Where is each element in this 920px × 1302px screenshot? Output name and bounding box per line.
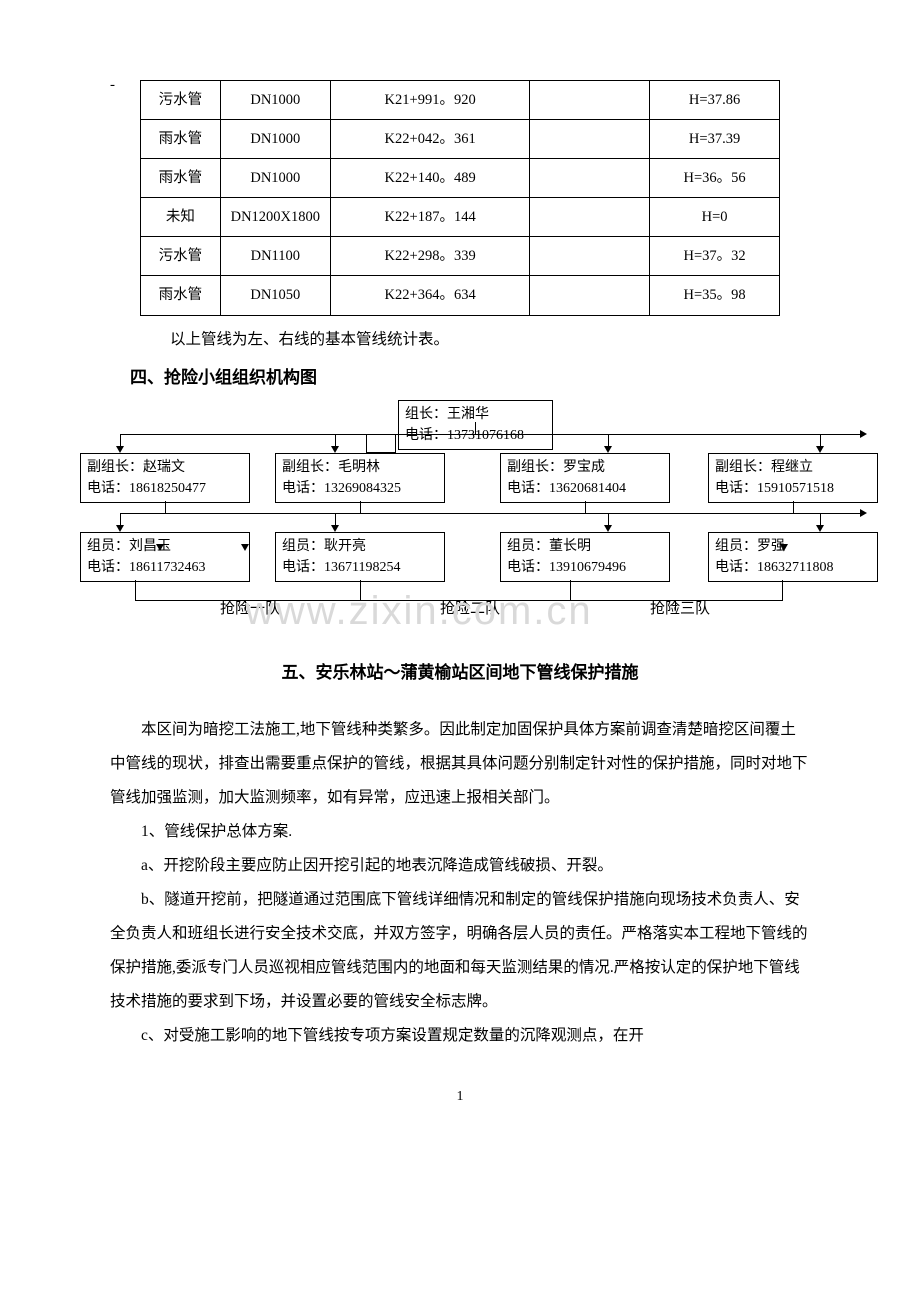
table-cell: H=37.86 bbox=[650, 81, 780, 120]
org-member3-l1: 组员：罗强 bbox=[715, 539, 785, 554]
table-cell bbox=[530, 237, 650, 276]
org-chart: 组长：王湘华 电话：13731076168 副组长：赵瑞文 电话：1861825… bbox=[80, 400, 860, 640]
table-cell: H=37.39 bbox=[650, 120, 780, 159]
table-cell: H=37。32 bbox=[650, 237, 780, 276]
body-p4: c、对受施工影响的地下管线按专项方案设置规定数量的沉降观测点，在开 bbox=[110, 1019, 810, 1053]
org-member-box-1: 组员：耿开亮 电话：13671198254 bbox=[275, 532, 445, 582]
org-deputy2-l2: 电话：13620681404 bbox=[507, 481, 626, 496]
body-text: 本区间为暗挖工法施工,地下管线种类繁多。因此制定加固保护具体方案前调查清楚暗挖区… bbox=[110, 713, 810, 1054]
section4-title: 四、抢险小组组织机构图 bbox=[130, 363, 820, 394]
org-deputy-box-1: 副组长：毛明林 电话：13269084325 bbox=[275, 453, 445, 503]
table-cell: K22+364。634 bbox=[330, 276, 530, 315]
table-cell: 污水管 bbox=[141, 81, 221, 120]
section5-title: 五、安乐林站～蒲黄榆站区间地下管线保护措施 bbox=[100, 658, 820, 689]
table-cell: DN1000 bbox=[220, 81, 330, 120]
table-row: 雨水管DN1000K22+140。489 H=36。56 bbox=[141, 159, 780, 198]
table-cell: 雨水管 bbox=[141, 276, 221, 315]
table-cell: H=36。56 bbox=[650, 159, 780, 198]
table-row: 未知DN1200X1800K22+187。144 H=0 bbox=[141, 198, 780, 237]
table-cell: K22+140。489 bbox=[330, 159, 530, 198]
table-cell: 未知 bbox=[141, 198, 221, 237]
table-row: 污水管DN1000K21+991。920 H=37.86 bbox=[141, 81, 780, 120]
org-member1-l2: 电话：13671198254 bbox=[282, 560, 400, 575]
table-cell: DN1100 bbox=[220, 237, 330, 276]
org-team-2: 抢险三队 bbox=[650, 596, 710, 623]
table-cell bbox=[530, 276, 650, 315]
org-member-box-2: 组员：董长明 电话：13910679496 bbox=[500, 532, 670, 582]
org-small-box bbox=[366, 434, 396, 453]
org-deputy-box-3: 副组长：程继立 电话：15910571518 bbox=[708, 453, 878, 503]
table-cell: 污水管 bbox=[141, 237, 221, 276]
page-number: 1 bbox=[100, 1084, 820, 1109]
org-deputy0-l2: 电话：18618250477 bbox=[87, 481, 206, 496]
org-deputy-box-2: 副组长：罗宝成 电话：13620681404 bbox=[500, 453, 670, 503]
org-member-box-3: 组员：罗强 电话：18632711808 bbox=[708, 532, 878, 582]
body-p3: b、隧道开挖前，把隧道通过范围底下管线详细情况和制定的管线保护措施向现场技术负责… bbox=[110, 883, 810, 1019]
table-row: 雨水管DN1000K22+042。361 H=37.39 bbox=[141, 120, 780, 159]
table-row: 雨水管DN1050K22+364。634 H=35。98 bbox=[141, 276, 780, 315]
org-deputy-box-0: 副组长：赵瑞文 电话：18618250477 bbox=[80, 453, 250, 503]
org-member1-l1: 组员：耿开亮 bbox=[282, 539, 366, 554]
watermark: www.zixin.com.cn bbox=[245, 575, 593, 647]
body-p1: 1、管线保护总体方案. bbox=[110, 815, 810, 849]
org-deputy2-l1: 副组长：罗宝成 bbox=[507, 460, 605, 475]
table-cell: H=35。98 bbox=[650, 276, 780, 315]
table-cell bbox=[530, 198, 650, 237]
table-cell bbox=[530, 159, 650, 198]
table-cell: DN1000 bbox=[220, 159, 330, 198]
table-cell bbox=[530, 81, 650, 120]
org-member2-l2: 电话：13910679496 bbox=[507, 560, 626, 575]
org-deputy3-l1: 副组长：程继立 bbox=[715, 460, 813, 475]
table-caption: 以上管线为左、右线的基本管线统计表。 bbox=[170, 326, 820, 354]
table-cell: 雨水管 bbox=[141, 120, 221, 159]
org-deputy3-l2: 电话：15910571518 bbox=[715, 481, 834, 496]
body-p2: a、开挖阶段主要应防止因开挖引起的地表沉降造成管线破损、开裂。 bbox=[110, 849, 810, 883]
table-cell: DN1050 bbox=[220, 276, 330, 315]
table-cell bbox=[530, 120, 650, 159]
org-deputy0-l1: 副组长：赵瑞文 bbox=[87, 460, 185, 475]
org-leader-l2: 电话：13731076168 bbox=[405, 428, 524, 443]
table-cell: K21+991。920 bbox=[330, 81, 530, 120]
org-member0-l2: 电话：18611732463 bbox=[87, 560, 205, 575]
org-team-1: 抢险二队 bbox=[440, 596, 500, 623]
org-deputy1-l1: 副组长：毛明林 bbox=[282, 460, 380, 475]
table-cell: H=0 bbox=[650, 198, 780, 237]
body-p0: 本区间为暗挖工法施工,地下管线种类繁多。因此制定加固保护具体方案前调查清楚暗挖区… bbox=[110, 713, 810, 815]
table-cell: DN1000 bbox=[220, 120, 330, 159]
table-cell: K22+298。339 bbox=[330, 237, 530, 276]
org-member3-l2: 电话：18632711808 bbox=[715, 560, 833, 575]
org-member2-l1: 组员：董长明 bbox=[507, 539, 591, 554]
org-team-0: 抢险一队 bbox=[220, 596, 280, 623]
org-leader-l1: 组长：王湘华 bbox=[405, 407, 489, 422]
table-row: 污水管DN1100K22+298。339 H=37。32 bbox=[141, 237, 780, 276]
table-cell: 雨水管 bbox=[141, 159, 221, 198]
pipes-table: 污水管DN1000K21+991。920H=37.86雨水管DN1000K22+… bbox=[140, 80, 780, 316]
dash-mark: - bbox=[110, 72, 115, 99]
org-deputy1-l2: 电话：13269084325 bbox=[282, 481, 401, 496]
table-cell: K22+187。144 bbox=[330, 198, 530, 237]
table-cell: DN1200X1800 bbox=[220, 198, 330, 237]
table-cell: K22+042。361 bbox=[330, 120, 530, 159]
org-member-box-0: 组员：刘昌玉 电话：18611732463 bbox=[80, 532, 250, 582]
